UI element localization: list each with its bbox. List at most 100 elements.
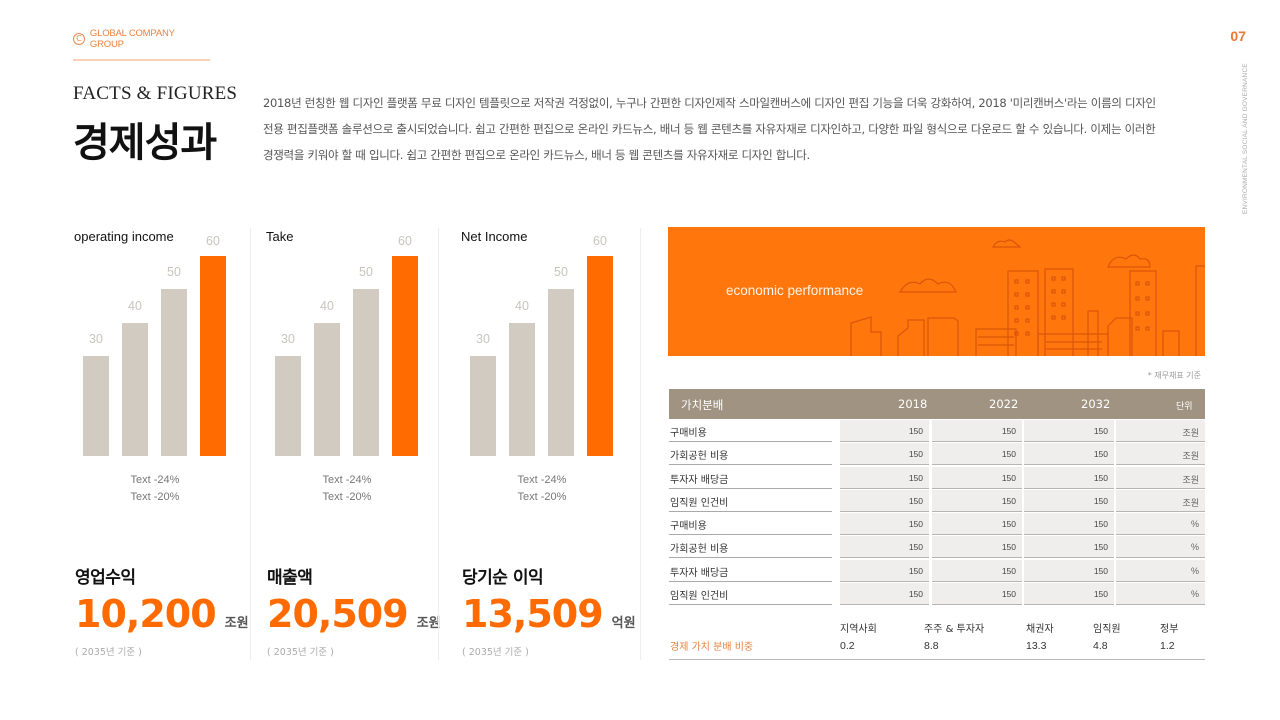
kpi-value-row: 20,509 조원 [267, 592, 441, 636]
cell-2018: 150 [840, 513, 929, 536]
distribution-ratio: 경제 가치 분배 비중 지역사회 0.2 주주 & 투자자 8.8 채권자 13… [669, 620, 1205, 660]
table-row: 가회공헌 비용 150 150 150 조원 [669, 443, 1205, 466]
bar: 50 [161, 265, 187, 456]
bar-value-label: 40 [515, 299, 529, 313]
kpi-unit: 조원 [224, 616, 249, 631]
chart-note: Text -24% Text -20% [95, 472, 215, 506]
row-label: 가회공헌 비용 [669, 536, 832, 559]
cell-unit: % [1116, 536, 1205, 559]
bar-value-label: 50 [554, 265, 568, 279]
cell-2022: 150 [932, 420, 1022, 442]
cell-2032: 150 [1024, 513, 1114, 536]
row-label: 투자자 배당금 [669, 560, 832, 582]
cell-2022: 150 [932, 489, 1022, 512]
distribution-label: 경제 가치 분배 비중 [670, 642, 754, 653]
distribution-column: 지역사회 0.2 [840, 620, 877, 652]
column-header-unit: 단위 [1176, 402, 1193, 412]
column-header-name: 가치분배 [681, 398, 724, 412]
bar: 30 [470, 332, 496, 456]
kpi-value: 10,200 [75, 592, 217, 636]
note-line: Text -24% [130, 474, 180, 486]
table-row: 임직원 인건비 150 150 150 조원 [669, 489, 1205, 513]
bar: 30 [275, 332, 301, 456]
bar-value-label: 30 [476, 332, 490, 346]
bar-chart: 30 40 50 60 [83, 228, 233, 456]
distribution-head: 지역사회 [840, 624, 877, 635]
intro-paragraph: 2018년 런칭한 웹 디자인 플랫폼 무료 디자인 템플릿으로 저작권 걱정없… [263, 96, 1156, 162]
cell-2032: 150 [1024, 559, 1114, 582]
chart-title: Net Income [461, 229, 528, 244]
distribution-column: 채권자 13.3 [1026, 620, 1054, 652]
cell-unit: % [1116, 513, 1205, 536]
chart-note: Text -24% Text -20% [482, 472, 602, 506]
table-row: 구매비용 150 150 150% [669, 513, 1205, 536]
kpi-value-row: 10,200 조원 [75, 592, 249, 636]
table-row: 투자자 배당금 150 150 150 조원 [669, 466, 1205, 490]
bar: 40 [122, 299, 148, 456]
note-line: Text -24% [322, 474, 372, 486]
cell-2022: 150 [932, 466, 1022, 489]
cell-unit: 조원 [1116, 489, 1205, 512]
value-table-body: 구매비용 150 150 150 조원 가회공헌 비용 150 150 150 조원 투자자 배당금… [669, 420, 1205, 606]
bar-value-label: 50 [167, 265, 181, 279]
table-header: 가치분배 2018 2022 2032 단위 [669, 389, 1205, 419]
distribution-column: 임직원 4.8 [1093, 620, 1121, 652]
kpi-value-row: 13,509 억원 [462, 592, 636, 636]
distribution-head: 채권자 [1026, 624, 1054, 635]
distribution-column: 주주 & 투자자 8.8 [924, 620, 984, 652]
table-row: 임직원 인건비 150 150 150% [669, 583, 1205, 606]
kpi-panel-operating-income: operating income 30 40 50 60 Text -24% Text… [73, 228, 250, 660]
note-line: Text -20% [130, 491, 180, 503]
bar-chart: 30 40 50 60 [470, 228, 620, 456]
bar-value-label: 60 [398, 234, 412, 248]
note-line: Text -24% [517, 474, 567, 486]
cell-2018: 150 [840, 466, 929, 489]
distribution-head: 정부 [1160, 624, 1179, 635]
banner-title: economic performance [726, 283, 864, 298]
kpi-basis: ( 2035년 기준 ) [462, 647, 529, 658]
table-row: 구매비용 150 150 150 조원 [669, 420, 1205, 443]
cell-2022: 150 [932, 513, 1022, 536]
bar-value-label: 60 [206, 234, 220, 248]
cell-2032: 150 [1024, 443, 1114, 466]
column-header-2032: 2032 [1081, 397, 1111, 411]
bar: 30 [83, 332, 109, 456]
cell-2022: 150 [932, 559, 1022, 582]
kpi-name: 매출액 [267, 568, 313, 588]
distribution-value: 0.2 [840, 640, 855, 652]
cell-unit: 조원 [1116, 443, 1205, 466]
bar-value-label: 40 [320, 299, 334, 313]
cell-unit: 조원 [1116, 420, 1205, 442]
bar-chart: 30 40 50 60 [275, 228, 425, 456]
bar-value-label: 40 [128, 299, 142, 313]
cell-2032: 150 [1024, 489, 1114, 512]
cell-2022: 150 [932, 536, 1022, 559]
cell-2018: 150 [840, 443, 929, 466]
table-row: 가회공헌 비용 150 150 150% [669, 536, 1205, 559]
bar: 60 [392, 234, 418, 456]
cell-2032: 150 [1024, 536, 1114, 559]
cell-2022: 150 [932, 443, 1022, 466]
city-skyline-icon [850, 239, 1205, 356]
kpi-name: 영업수익 [75, 568, 136, 588]
bar-value-label: 50 [359, 265, 373, 279]
table-footnote: * 재무재표 기준 [1147, 371, 1201, 380]
cell-2018: 150 [840, 559, 929, 582]
note-line: Text -20% [517, 491, 567, 503]
bar: 50 [353, 265, 379, 456]
row-label: 구매비용 [669, 513, 832, 536]
brand-name: GLOBAL COMPANY GROUP [89, 28, 175, 50]
distribution-value: 13.3 [1026, 640, 1047, 652]
bar: 50 [548, 265, 574, 456]
cell-2018: 150 [840, 489, 929, 512]
page-kicker: FACTS & FIGURES [73, 83, 238, 104]
distribution-value: 1.2 [1160, 640, 1175, 652]
brand-header: C GLOBAL COMPANY GROUP [73, 28, 210, 61]
kpi-panel-net-income: Net Income 30 40 50 60 Text -24% Text -20% … [438, 228, 641, 660]
row-label: 투자자 배당금 [669, 467, 832, 489]
bar-value-label: 30 [281, 332, 295, 346]
note-line: Text -20% [322, 491, 372, 503]
chart-note: Text -24% Text -20% [287, 472, 407, 506]
cell-2018: 150 [840, 583, 929, 606]
chart-title: Take [266, 229, 294, 244]
